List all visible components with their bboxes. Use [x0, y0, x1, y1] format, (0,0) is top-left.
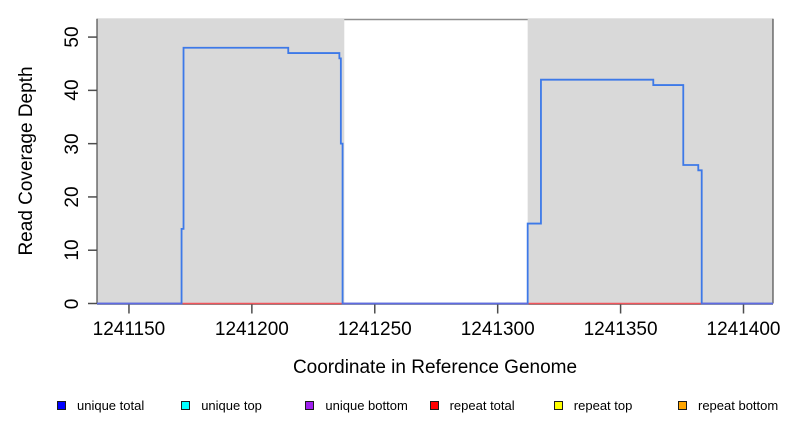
legend-label: unique bottom: [325, 398, 408, 413]
shaded-region: [527, 18, 773, 304]
x-tick-label: 1241300: [460, 319, 535, 340]
legend-swatch-unique-total: [57, 401, 66, 410]
shaded-region: [97, 18, 345, 304]
legend-label: unique total: [77, 398, 145, 413]
x-tick-label: 1241350: [583, 319, 658, 340]
legend-label: unique top: [201, 398, 262, 413]
legend-label: repeat total: [449, 398, 515, 413]
x-tick-label: 1241400: [706, 319, 781, 340]
x-axis-title: Coordinate in Reference Genome: [292, 357, 578, 378]
legend-swatch-unique-top: [181, 401, 191, 410]
legend-label: repeat bottom: [698, 398, 779, 413]
x-tick-label: 1241150: [92, 319, 166, 340]
y-tick-label: 50: [62, 26, 83, 48]
y-tick-label: 30: [62, 133, 83, 155]
x-tick-label: 1241200: [214, 319, 289, 340]
y-tick-label: 10: [62, 239, 83, 261]
y-axis-title: Read Coverage Depth: [16, 66, 37, 256]
y-tick-label: 0: [62, 298, 83, 309]
legend-swatch-repeat-bottom: [678, 401, 687, 410]
y-tick-label: 40: [62, 79, 83, 101]
legend-swatch-repeat-top: [553, 401, 563, 410]
y-tick-label: 20: [62, 186, 83, 208]
x-tick-label: 1241250: [337, 319, 412, 340]
legend-swatch-repeat-total: [429, 401, 439, 410]
legend-swatch-unique-bottom: [305, 401, 315, 410]
legend-label: repeat top: [573, 398, 633, 413]
